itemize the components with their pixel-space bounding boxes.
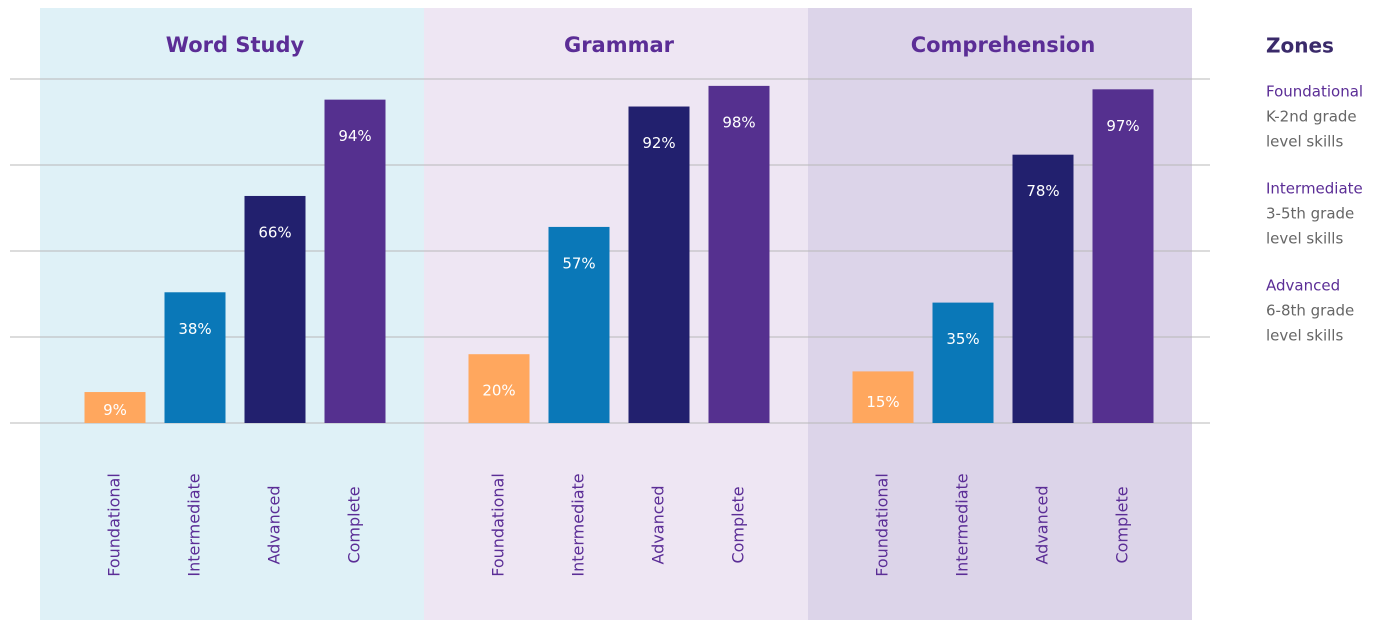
x-tick-label: Intermediate [185, 473, 204, 576]
value-label: 20% [482, 382, 515, 400]
x-tick-label: Advanced [1033, 485, 1052, 564]
bar [852, 371, 914, 423]
bar [324, 99, 386, 423]
x-tick-label: Complete [1113, 486, 1132, 563]
value-label: 66% [258, 223, 291, 241]
value-label: 9% [103, 401, 127, 419]
legend-description: K-2nd grade [1266, 108, 1357, 126]
value-label: 94% [338, 127, 371, 145]
bar [932, 302, 994, 423]
bar [628, 106, 690, 424]
bar [468, 354, 530, 423]
x-tick-label: Complete [345, 486, 364, 563]
legend-description: 3-5th grade [1266, 205, 1354, 223]
bar [548, 226, 610, 423]
x-tick-label: Complete [729, 486, 748, 563]
group-title: Grammar [564, 33, 675, 57]
bar [1092, 89, 1154, 423]
x-tick-label: Advanced [265, 485, 284, 564]
group-title: Word Study [166, 33, 305, 57]
legend-name: Advanced [1266, 277, 1340, 295]
value-label: 98% [722, 113, 755, 131]
value-label: 38% [178, 320, 211, 338]
x-tick-label: Foundational [489, 473, 508, 577]
legend-description: 6-8th grade [1266, 302, 1354, 320]
legend-description: level skills [1266, 230, 1343, 248]
legend-description: level skills [1266, 327, 1343, 345]
x-tick-label: Advanced [649, 485, 668, 564]
x-tick-label: Foundational [873, 473, 892, 577]
x-tick-label: Intermediate [953, 473, 972, 576]
legend-name: Foundational [1266, 83, 1363, 101]
value-label: 35% [946, 330, 979, 348]
value-label: 15% [866, 393, 899, 411]
bar [244, 195, 306, 423]
value-label: 92% [642, 134, 675, 152]
value-label: 57% [562, 254, 595, 272]
value-label: 78% [1026, 182, 1059, 200]
group-title: Comprehension [911, 33, 1096, 57]
bar [164, 292, 226, 423]
bar [708, 85, 770, 423]
legend-name: Intermediate [1266, 180, 1363, 198]
legend-description: level skills [1266, 133, 1343, 151]
bar [1012, 154, 1074, 423]
value-label: 97% [1106, 117, 1139, 135]
x-tick-label: Intermediate [569, 473, 588, 576]
x-tick-label: Foundational [105, 473, 124, 577]
legend-title: Zones [1266, 34, 1334, 58]
bar [84, 392, 146, 423]
